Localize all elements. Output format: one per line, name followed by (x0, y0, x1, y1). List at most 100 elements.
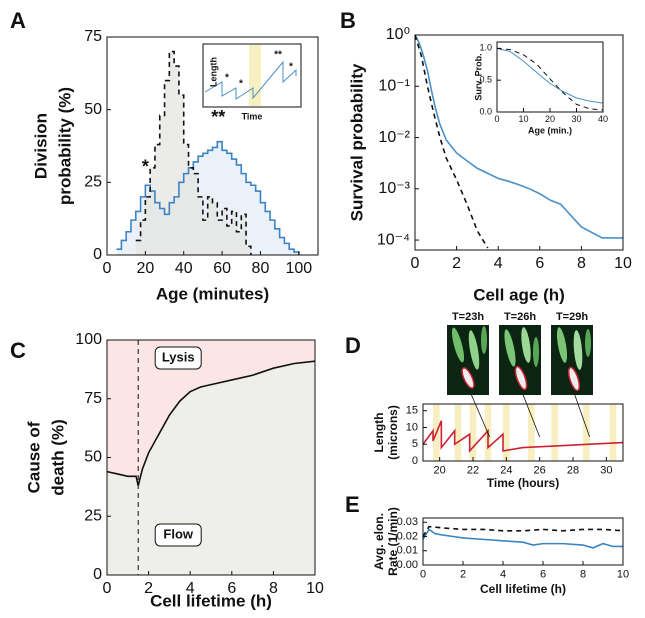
panel-label: A (10, 8, 26, 33)
x-tick-label: 30 (600, 464, 612, 476)
y-tick-label: 0.0 (479, 106, 492, 116)
x-axis-label: Cell age (h) (473, 285, 565, 304)
y-tick-label: 0 (93, 566, 102, 583)
x-axis-label: Cell lifetime (h) (150, 591, 272, 610)
micrographs: T=23h T=26h T=29h (447, 311, 593, 395)
plot-frame (414, 34, 624, 251)
y-axis-label: Cause of (24, 421, 43, 493)
y-tick-label: 10⁻² (378, 129, 410, 146)
highlight-band (503, 404, 510, 461)
region-label-box (154, 523, 202, 547)
highlight-band (469, 404, 477, 461)
x-tick-label: 0 (420, 568, 426, 580)
y-tick-label: 1.0 (479, 43, 492, 53)
image-connector (519, 386, 541, 438)
y-tick-label: 15 (406, 405, 418, 417)
line (106, 360, 316, 486)
highlight-band (609, 404, 617, 461)
x-tick-label: 4 (500, 568, 506, 580)
x-tick-label: 24 (500, 464, 512, 476)
x-tick-label: 60 (213, 260, 231, 277)
line (135, 50, 252, 255)
highlight-band (454, 404, 462, 461)
x-tick-label: 10 (617, 568, 629, 580)
region-label-box (154, 346, 202, 370)
inset-highlight (249, 45, 261, 106)
annotation: * (142, 157, 149, 177)
y-tick-label: 5 (412, 438, 418, 450)
x-tick-label: 28 (567, 464, 579, 476)
x-tick-label: 22 (467, 464, 479, 476)
x-tick-label: 0 (494, 114, 499, 124)
chart-panel: 0 2 4 6 8 10 0.00 0.01 0.02 0.03 Cell lifetime (h)… (345, 492, 629, 596)
x-tick-label: 2 (144, 580, 153, 597)
plot-frame (422, 403, 624, 462)
y-axis-label: Length (372, 413, 386, 453)
x-tick-label: 0 (411, 255, 420, 272)
x-tick-label: 8 (577, 255, 586, 272)
chart-panel: 0 2 4 6 8 10 10⁰ 10⁻¹ 10⁻² 10⁻³ 10⁻⁴ Cell age (h) Su… (340, 8, 632, 305)
x-tick-label: 8 (580, 568, 586, 580)
y-tick-label: 50 (84, 101, 102, 118)
y-tick-label: 0 (412, 455, 418, 467)
image-label: T=23h (452, 311, 484, 323)
highlight-band (583, 404, 590, 461)
x-tick-label: 40 (598, 114, 608, 124)
x-tick-label: 4 (186, 580, 195, 597)
line (414, 34, 489, 249)
chart-panel: 0 20 40 60 80 100 0 25 50 75 Age (minutes) Division… (10, 8, 319, 303)
line (496, 47, 604, 104)
region (107, 361, 315, 575)
y-axis-label: Survival probability (347, 63, 366, 221)
inset-annotation: * (239, 79, 243, 90)
highlight-band (551, 404, 558, 461)
inset-background (497, 42, 603, 112)
x-tick-label: 100 (285, 260, 312, 277)
x-tick-label: 0 (103, 260, 112, 277)
region-label: Lysis (162, 349, 195, 364)
y-tick-label: 0.5 (479, 75, 492, 85)
image-label: T=29h (556, 311, 588, 323)
y-tick-label: 25 (84, 174, 102, 191)
image-connector (467, 386, 491, 438)
inset-a: Length Time * * ** * (202, 43, 302, 121)
micrograph (551, 325, 593, 395)
image-label: T=26h (504, 311, 536, 323)
inset-annotation: * (289, 62, 293, 73)
panel-label: E (345, 492, 360, 517)
chart-panel: 20 22 24 26 28 30 0 5 10 15 Time (hours) Length (mic… (345, 333, 624, 490)
x-axis-label: Age (min.) (528, 125, 572, 135)
y-tick-label: 10⁻⁴ (377, 231, 410, 248)
x-tick-label: 4 (494, 255, 503, 272)
x-tick-label: 2 (460, 568, 466, 580)
plot-frame (422, 517, 624, 566)
x-axis-label: Cell lifetime (h) (480, 582, 566, 596)
x-axis-label: Time (hours) (487, 476, 559, 490)
x-tick-label: 20 (136, 260, 154, 277)
y-axis-label: Rate (1/min) (386, 507, 400, 576)
y-tick-label: 0.03 (397, 516, 418, 528)
y-axis-label: Surv. Prob. (473, 53, 483, 100)
x-tick-label: 10 (518, 114, 528, 124)
x-tick-label: 20 (434, 464, 446, 476)
y-tick-label: 100 (75, 331, 102, 348)
x-tick-label: 80 (252, 260, 270, 277)
inset-annotation: ** (274, 50, 282, 61)
y-axis-label: Avg. elon. (372, 513, 386, 570)
region (107, 340, 315, 486)
inset-curve (204, 60, 297, 100)
y-axis-label: Division (31, 113, 50, 179)
x-axis-label: Age (minutes) (156, 284, 269, 303)
plot-frame (106, 36, 319, 256)
y-tick-label: 0.02 (397, 530, 418, 542)
y-tick-label: 75 (84, 28, 102, 45)
line (414, 34, 623, 239)
highlight-band (528, 404, 535, 461)
micrograph (499, 325, 541, 395)
y-tick-label: 0.01 (397, 545, 418, 557)
inset-annotation: * (225, 73, 229, 84)
y-tick-label: 10⁻¹ (378, 77, 410, 94)
